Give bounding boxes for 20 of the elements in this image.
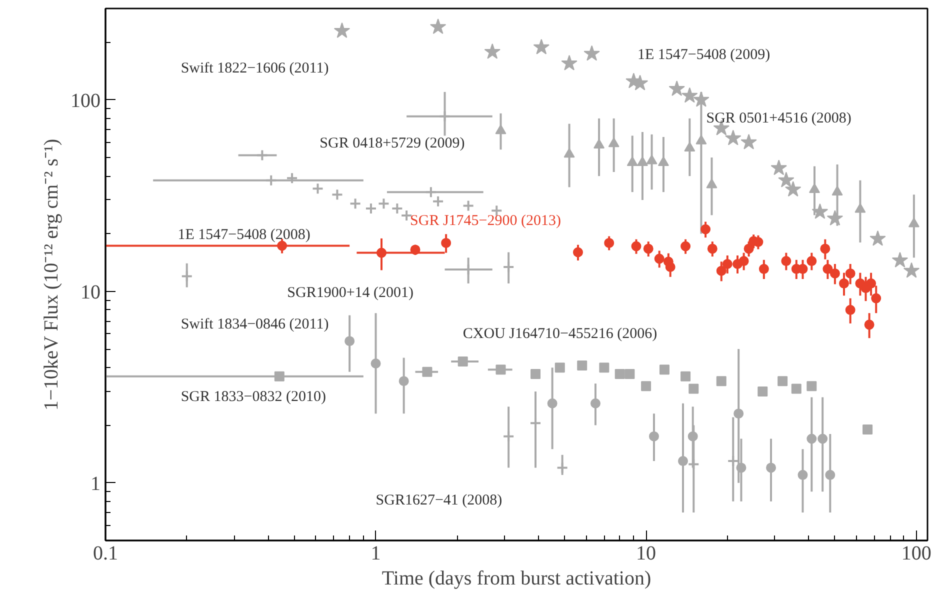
x-tick-label: 1	[370, 542, 381, 564]
y-tick-label: 100	[70, 90, 100, 112]
annotation: SGR1627−41 (2008)	[376, 492, 502, 508]
annotation: CXOU J164710−455216 (2006)	[462, 326, 658, 342]
y-axis-title: 1−10keV Flux (10⁻¹² erg cm⁻² s⁻¹)	[40, 138, 62, 410]
annotation: SGR 0501+4516 (2008)	[706, 110, 852, 126]
x-tick-label: 100	[901, 542, 932, 564]
annotation: SGR 1833−0832 (2010)	[180, 389, 326, 406]
annotation: 1E 1547−5408 (2009)	[638, 46, 770, 63]
x-tick-label: 10	[636, 542, 656, 564]
y-tick-label: 1	[90, 472, 100, 495]
annotation: SGR1900+14 (2001)	[287, 285, 414, 302]
x-axis-title: Time (days from burst activation)	[382, 568, 652, 590]
annotation: Swift 1834−0846 (2011)	[180, 316, 329, 333]
annotation: SGR 0418+5729 (2009)	[320, 136, 465, 152]
y-tick-label: 10	[80, 281, 100, 304]
series-label: SGR J1745−2900 (2013)	[410, 212, 562, 229]
annotation: 1E 1547−5408 (2008)	[178, 226, 310, 243]
annotation: Swift 1822−1606 (2011)	[180, 60, 329, 76]
x-tick-label: 0.1	[93, 542, 118, 564]
